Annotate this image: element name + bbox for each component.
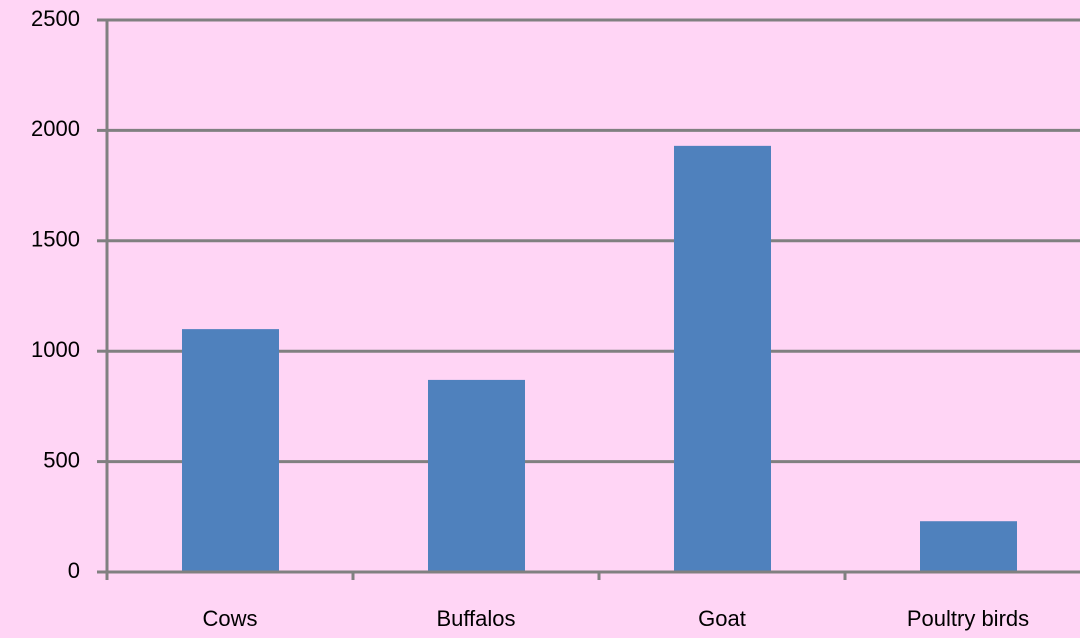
- y-tick-label: 500: [43, 447, 80, 472]
- x-tick-label: Buffalos: [436, 606, 515, 631]
- x-tick-label: Poultry birds: [907, 606, 1029, 631]
- y-tick-label: 1500: [31, 227, 80, 252]
- y-tick-label: 0: [68, 558, 80, 583]
- bar: [182, 329, 279, 572]
- bar: [428, 379, 525, 572]
- y-tick-label: 1000: [31, 337, 80, 362]
- y-tick-label: 2500: [31, 6, 80, 31]
- x-tick-label: Goat: [698, 606, 746, 631]
- bar: [920, 521, 1017, 572]
- y-tick-label: 2000: [31, 116, 80, 141]
- x-tick-label: Cows: [202, 606, 257, 631]
- bar: [674, 145, 771, 572]
